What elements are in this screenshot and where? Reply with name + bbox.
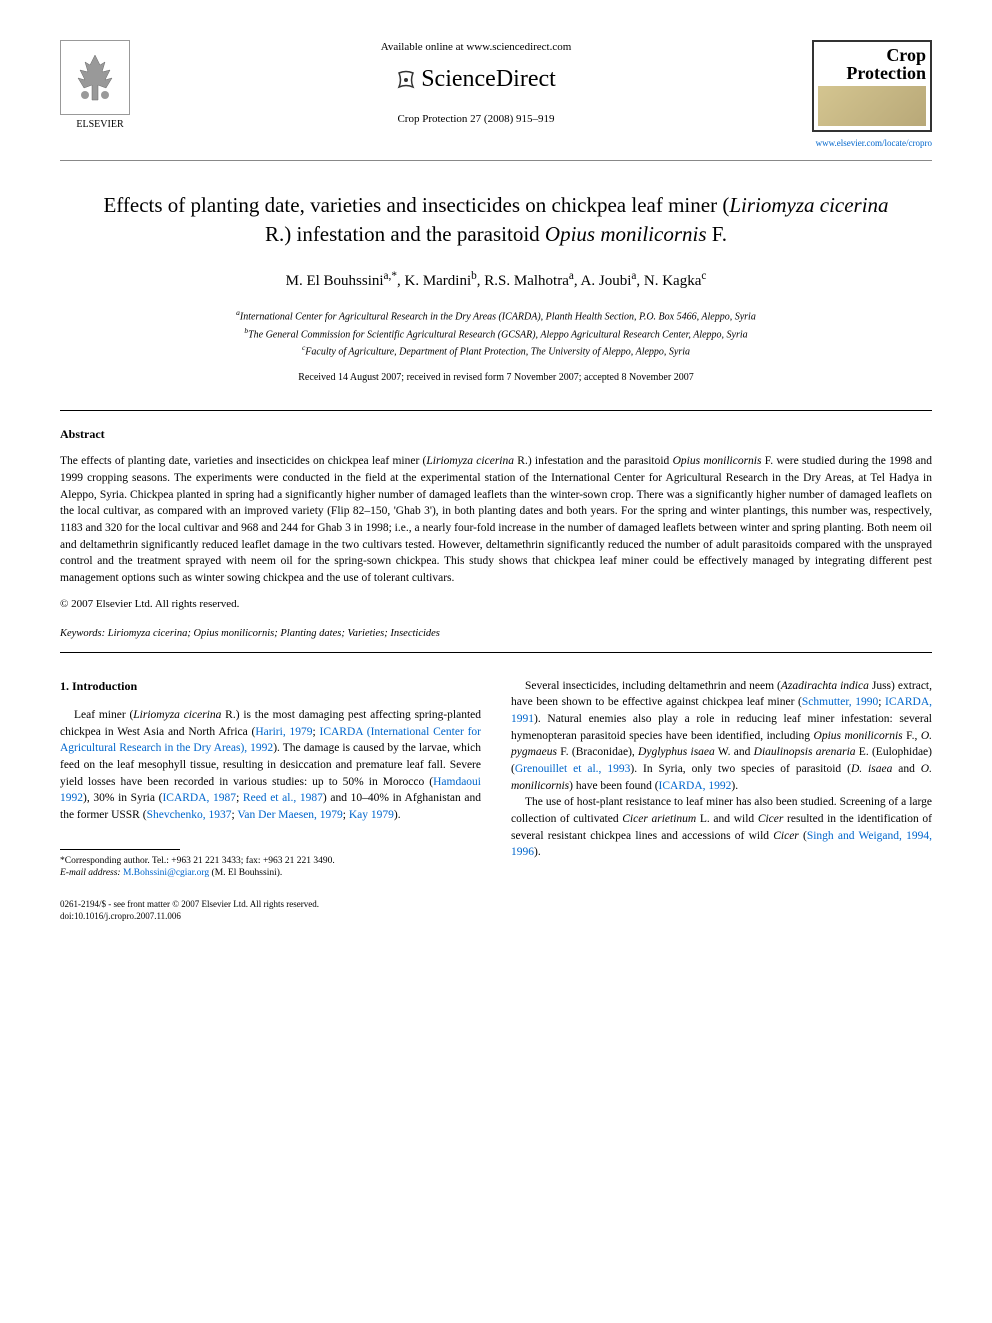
title-species-2: Opius monilicornis bbox=[545, 222, 707, 246]
ref-icarda92b[interactable]: ICARDA, 1992 bbox=[659, 780, 732, 792]
c1-f: ; bbox=[236, 792, 243, 804]
title-text-1: Effects of planting date, varieties and … bbox=[103, 193, 729, 217]
ref-icarda87[interactable]: ICARDA, 1987 bbox=[162, 792, 236, 804]
c2-g: W. and bbox=[715, 746, 754, 758]
body-columns: 1. Introduction Leaf miner (Liriomyza ci… bbox=[60, 678, 932, 923]
c1-i: Liriomyza cicerina bbox=[133, 709, 221, 721]
affiliation-b: The General Commission for Scientific Ag… bbox=[248, 329, 748, 340]
abs-i1: Liriomyza cicerina bbox=[426, 455, 514, 467]
keywords-label: Keywords: bbox=[60, 628, 105, 639]
footnote-email-suffix: (M. El Bouhssini). bbox=[209, 868, 282, 878]
keywords: Keywords: Liriomyza cicerina; Opius moni… bbox=[60, 627, 932, 642]
author-4: , A. Joubi bbox=[574, 273, 632, 289]
sciencedirect-icon bbox=[396, 70, 416, 90]
affiliation-c: Faculty of Agriculture, Department of Pl… bbox=[305, 346, 690, 357]
c2-i4: Dyglyphus isaea bbox=[638, 746, 715, 758]
ref-grenouillet[interactable]: Grenouillet et al., 1993 bbox=[515, 763, 631, 775]
ref-shevchenko[interactable]: Shevchenko, 1937 bbox=[147, 809, 232, 821]
author-5: , N. Kagka bbox=[636, 273, 701, 289]
c2-e: F., bbox=[903, 730, 921, 742]
c2-i6: D. isaea bbox=[851, 763, 892, 775]
c2p2-i2: Cicer bbox=[758, 813, 784, 825]
abs-3: F. were studied during the 1998 and 1999… bbox=[60, 455, 932, 584]
c1-a: Leaf miner ( bbox=[74, 709, 133, 721]
intro-heading: 1. Introduction bbox=[60, 678, 481, 695]
intro-para-1: Leaf miner (Liriomyza cicerina R.) is th… bbox=[60, 707, 481, 824]
article-dates: Received 14 August 2007; received in rev… bbox=[60, 371, 932, 385]
footnote-email[interactable]: M.Bohssini@cgiar.org bbox=[121, 868, 210, 878]
author-3: , R.S. Malhotra bbox=[477, 273, 569, 289]
c2-a: Several insecticides, including deltamet… bbox=[525, 680, 781, 692]
elsevier-logo: ELSEVIER bbox=[60, 40, 140, 132]
author-1: M. El Bouhssini bbox=[286, 273, 384, 289]
title-species-1: Liriomyza cicerina bbox=[729, 193, 888, 217]
c2-j: and bbox=[892, 763, 920, 775]
c2-i2: Opius monilicornis bbox=[814, 730, 903, 742]
abs-1: The effects of planting date, varieties … bbox=[60, 455, 426, 467]
ref-hariri[interactable]: Hariri, 1979 bbox=[255, 726, 312, 738]
keywords-text: Liriomyza cicerina; Opius monilicornis; … bbox=[105, 628, 440, 639]
elsevier-text: ELSEVIER bbox=[60, 118, 140, 132]
abs-2: R.) infestation and the parasitoid bbox=[514, 455, 673, 467]
c2-f: F. (Braconidae), bbox=[557, 746, 638, 758]
c2-l: ). bbox=[731, 780, 738, 792]
author-5-sup: c bbox=[701, 270, 706, 282]
sciencedirect-logo: ScienceDirect bbox=[160, 63, 792, 97]
ref-reed[interactable]: Reed et al., 1987 bbox=[243, 792, 323, 804]
footnote-tel: *Corresponding author. Tel.: +963 21 221… bbox=[60, 855, 481, 867]
journal-citation: Crop Protection 27 (2008) 915–919 bbox=[160, 112, 792, 127]
footnote-email-label: E-mail address: bbox=[60, 868, 121, 878]
column-right: Several insecticides, including deltamet… bbox=[511, 678, 932, 923]
c2-ii: ). In Syria, only two species of parasit… bbox=[630, 763, 851, 775]
author-2: , K. Mardini bbox=[397, 273, 471, 289]
col2-para-1: Several insecticides, including deltamet… bbox=[511, 678, 932, 795]
journal-logo-block: Crop Protection www.elsevier.com/locate/… bbox=[812, 40, 932, 150]
ref-vandermaesen[interactable]: Van Der Maesen, 1979 bbox=[237, 809, 342, 821]
col2-para-2: The use of host-plant resistance to leaf… bbox=[511, 794, 932, 861]
abstract-text: The effects of planting date, varieties … bbox=[60, 453, 932, 586]
title-text-3: F. bbox=[707, 222, 728, 246]
c2p2-i3: Cicer bbox=[773, 830, 799, 842]
c1-e: ), 30% in Syria ( bbox=[83, 792, 162, 804]
column-left: 1. Introduction Leaf miner (Liriomyza ci… bbox=[60, 678, 481, 923]
divider-top bbox=[60, 410, 932, 411]
available-online-text: Available online at www.sciencedirect.co… bbox=[160, 40, 792, 55]
footer-copyright: 0261-2194/$ - see front matter © 2007 El… bbox=[60, 899, 481, 911]
footer-doi: doi:10.1016/j.cropro.2007.11.006 bbox=[60, 911, 481, 923]
corresponding-footnote: *Corresponding author. Tel.: +963 21 221… bbox=[60, 855, 481, 880]
c1-c: ; bbox=[313, 726, 320, 738]
c2-i5: Diaulinopsis arenaria bbox=[754, 746, 856, 758]
affiliation-a: International Center for Agricultural Re… bbox=[240, 312, 756, 323]
title-text-2: R.) infestation and the parasitoid bbox=[265, 222, 545, 246]
crop-image-placeholder bbox=[818, 86, 926, 126]
journal-name-1: Crop bbox=[886, 45, 926, 65]
page-footer: 0261-2194/$ - see front matter © 2007 El… bbox=[60, 899, 481, 922]
ref-schmutter[interactable]: Schmutter, 1990 bbox=[802, 696, 878, 708]
abs-i2: Opius monilicornis bbox=[673, 455, 762, 467]
footnote-separator bbox=[60, 849, 180, 850]
abstract-copyright: © 2007 Elsevier Ltd. All rights reserved… bbox=[60, 597, 932, 612]
c2-i1: Azadirachta indica bbox=[781, 680, 869, 692]
abstract-heading: Abstract bbox=[60, 426, 932, 443]
c2p2-e: ). bbox=[534, 846, 541, 858]
c1-j: ). bbox=[394, 809, 401, 821]
affiliations: aInternational Center for Agricultural R… bbox=[60, 307, 932, 359]
c2-k: ) have been found ( bbox=[569, 780, 658, 792]
authors-line: M. El Bouhssinia,*, K. Mardinib, R.S. Ma… bbox=[60, 269, 932, 292]
c2p2-i1: Cicer arietinum bbox=[622, 813, 696, 825]
sciencedirect-text: ScienceDirect bbox=[421, 63, 556, 97]
c2p2-b: L. and wild bbox=[696, 813, 758, 825]
crop-protection-logo: Crop Protection bbox=[812, 40, 932, 132]
journal-name-2: Protection bbox=[846, 63, 926, 83]
page-header: ELSEVIER Available online at www.science… bbox=[60, 40, 932, 161]
article-title: Effects of planting date, varieties and … bbox=[100, 191, 892, 250]
center-header: Available online at www.sciencedirect.co… bbox=[140, 40, 812, 127]
ref-kay[interactable]: Kay 1979 bbox=[349, 809, 394, 821]
journal-url[interactable]: www.elsevier.com/locate/cropro bbox=[812, 137, 932, 150]
elsevier-tree-icon bbox=[60, 40, 130, 115]
divider-bottom bbox=[60, 652, 932, 653]
c2p2-d: ( bbox=[799, 830, 807, 842]
